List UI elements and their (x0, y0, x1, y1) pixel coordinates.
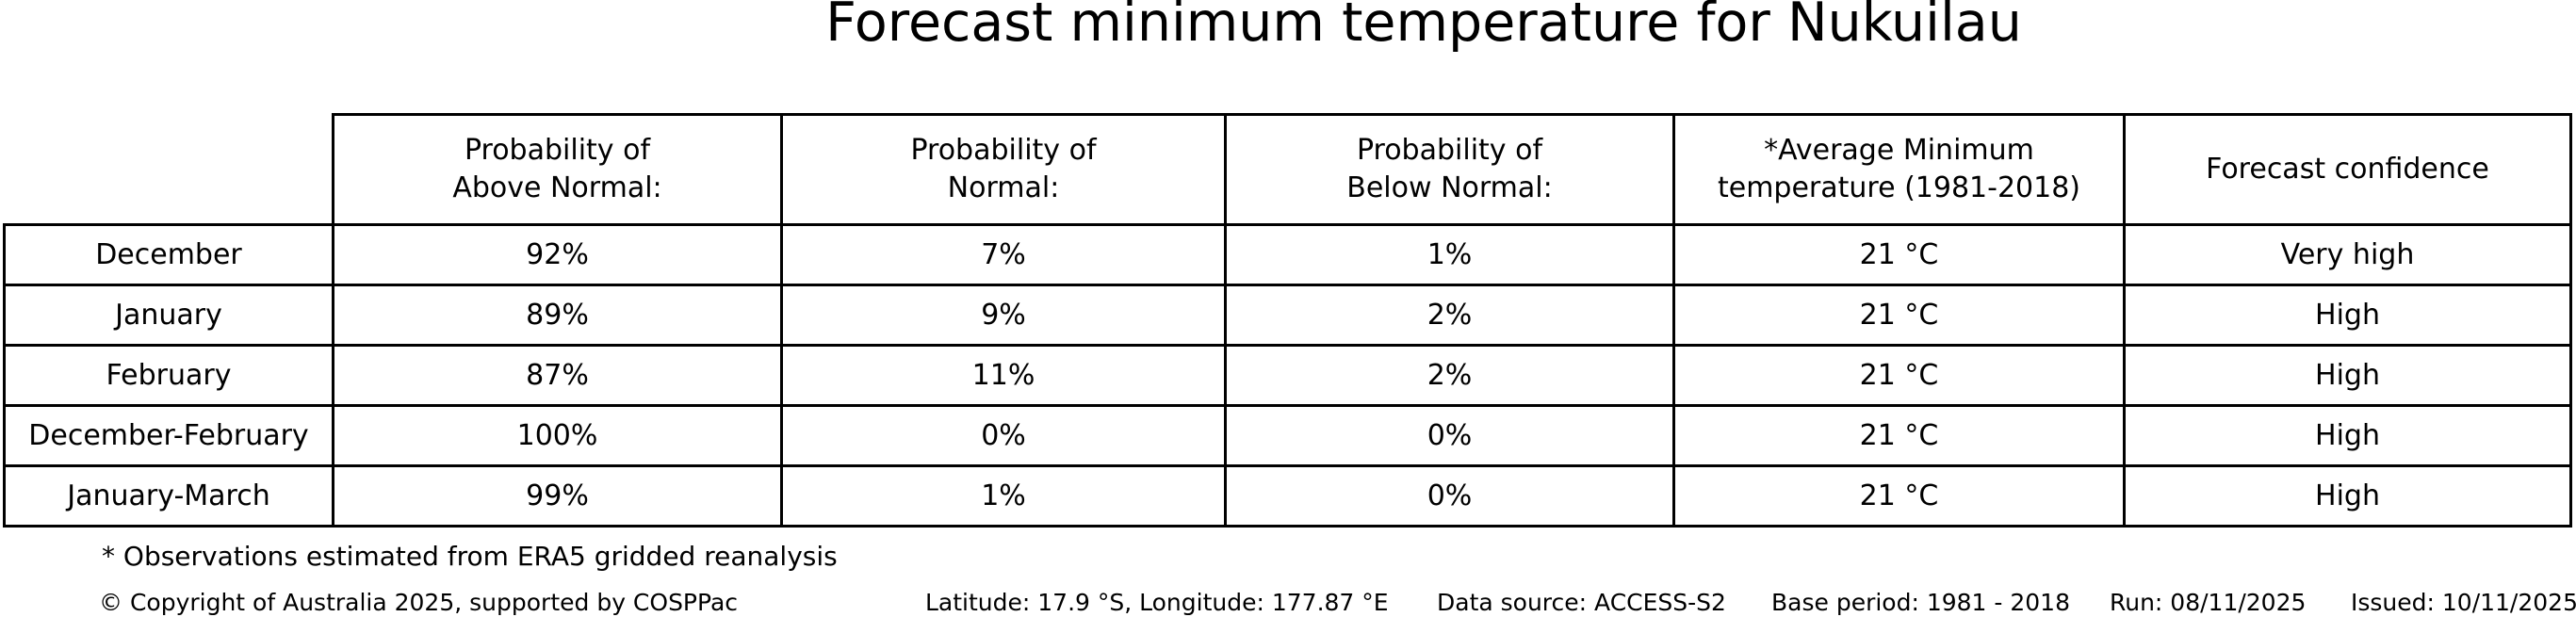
location-text: Latitude: 17.9 °S, Longitude: 177.87 °E (925, 589, 1389, 616)
normal-cell: 9% (780, 284, 1227, 347)
issued-date-text: Issued: 10/11/2025 (2351, 589, 2576, 616)
below-normal-cell: 1% (1224, 223, 1675, 286)
confidence-cell: High (2123, 464, 2572, 528)
confidence-cell: Very high (2123, 223, 2572, 286)
above-normal-cell: 89% (332, 284, 783, 347)
period-cell: January (3, 284, 334, 347)
table-row-december: December 92% 7% 1% 21 °C Very high (3, 223, 2572, 286)
column-header-below-normal: Probability of Below Normal: (1224, 113, 1675, 226)
column-header-above-normal: Probability of Above Normal: (332, 113, 783, 226)
page-title: Forecast minimum temperature for Nukuila… (825, 0, 2022, 54)
above-normal-cell: 92% (332, 223, 783, 286)
period-cell: January-March (3, 464, 334, 528)
avg-min-temp-cell: 21 °C (1672, 464, 2126, 528)
normal-cell: 0% (780, 404, 1227, 467)
normal-cell: 7% (780, 223, 1227, 286)
column-header-normal: Probability of Normal: (780, 113, 1227, 226)
avg-min-temp-cell: 21 °C (1672, 404, 2126, 467)
table-row-december-february: December-February 100% 0% 0% 21 °C High (3, 404, 2572, 467)
forecast-table: Probability of Above Normal: Probability… (3, 113, 2572, 528)
corner-cell (5, 115, 334, 225)
below-normal-cell: 2% (1224, 284, 1675, 347)
period-cell: December-February (3, 404, 334, 467)
avg-min-temp-cell: 21 °C (1672, 223, 2126, 286)
below-normal-cell: 0% (1224, 464, 1675, 528)
confidence-cell: High (2123, 284, 2572, 347)
table-header-row: Probability of Above Normal: Probability… (5, 113, 2572, 226)
below-normal-cell: 2% (1224, 344, 1675, 407)
run-date-text: Run: 08/11/2025 (2110, 589, 2307, 616)
above-normal-cell: 87% (332, 344, 783, 407)
table-row-february: February 87% 11% 2% 21 °C High (3, 344, 2572, 407)
above-normal-cell: 100% (332, 404, 783, 467)
normal-cell: 11% (780, 344, 1227, 407)
avg-min-temp-cell: 21 °C (1672, 284, 2126, 347)
column-header-forecast-confidence: Forecast confidence (2123, 113, 2572, 226)
copyright-text: © Copyright of Australia 2025, supported… (99, 589, 739, 616)
period-cell: February (3, 344, 334, 407)
below-normal-cell: 0% (1224, 404, 1675, 467)
normal-cell: 1% (780, 464, 1227, 528)
table-row-january: January 89% 9% 2% 21 °C High (3, 284, 2572, 347)
confidence-cell: High (2123, 344, 2572, 407)
confidence-cell: High (2123, 404, 2572, 467)
avg-min-temp-cell: 21 °C (1672, 344, 2126, 407)
observations-footnote: * Observations estimated from ERA5 gridd… (102, 541, 838, 572)
period-cell: December (3, 223, 334, 286)
column-header-average-min-temp: *Average Minimum temperature (1981-2018) (1672, 113, 2126, 226)
table-row-january-march: January-March 99% 1% 0% 21 °C High (3, 464, 2572, 528)
data-source-text: Data source: ACCESS-S2 (1437, 589, 1726, 616)
base-period-text: Base period: 1981 - 2018 (1771, 589, 2070, 616)
above-normal-cell: 99% (332, 464, 783, 528)
